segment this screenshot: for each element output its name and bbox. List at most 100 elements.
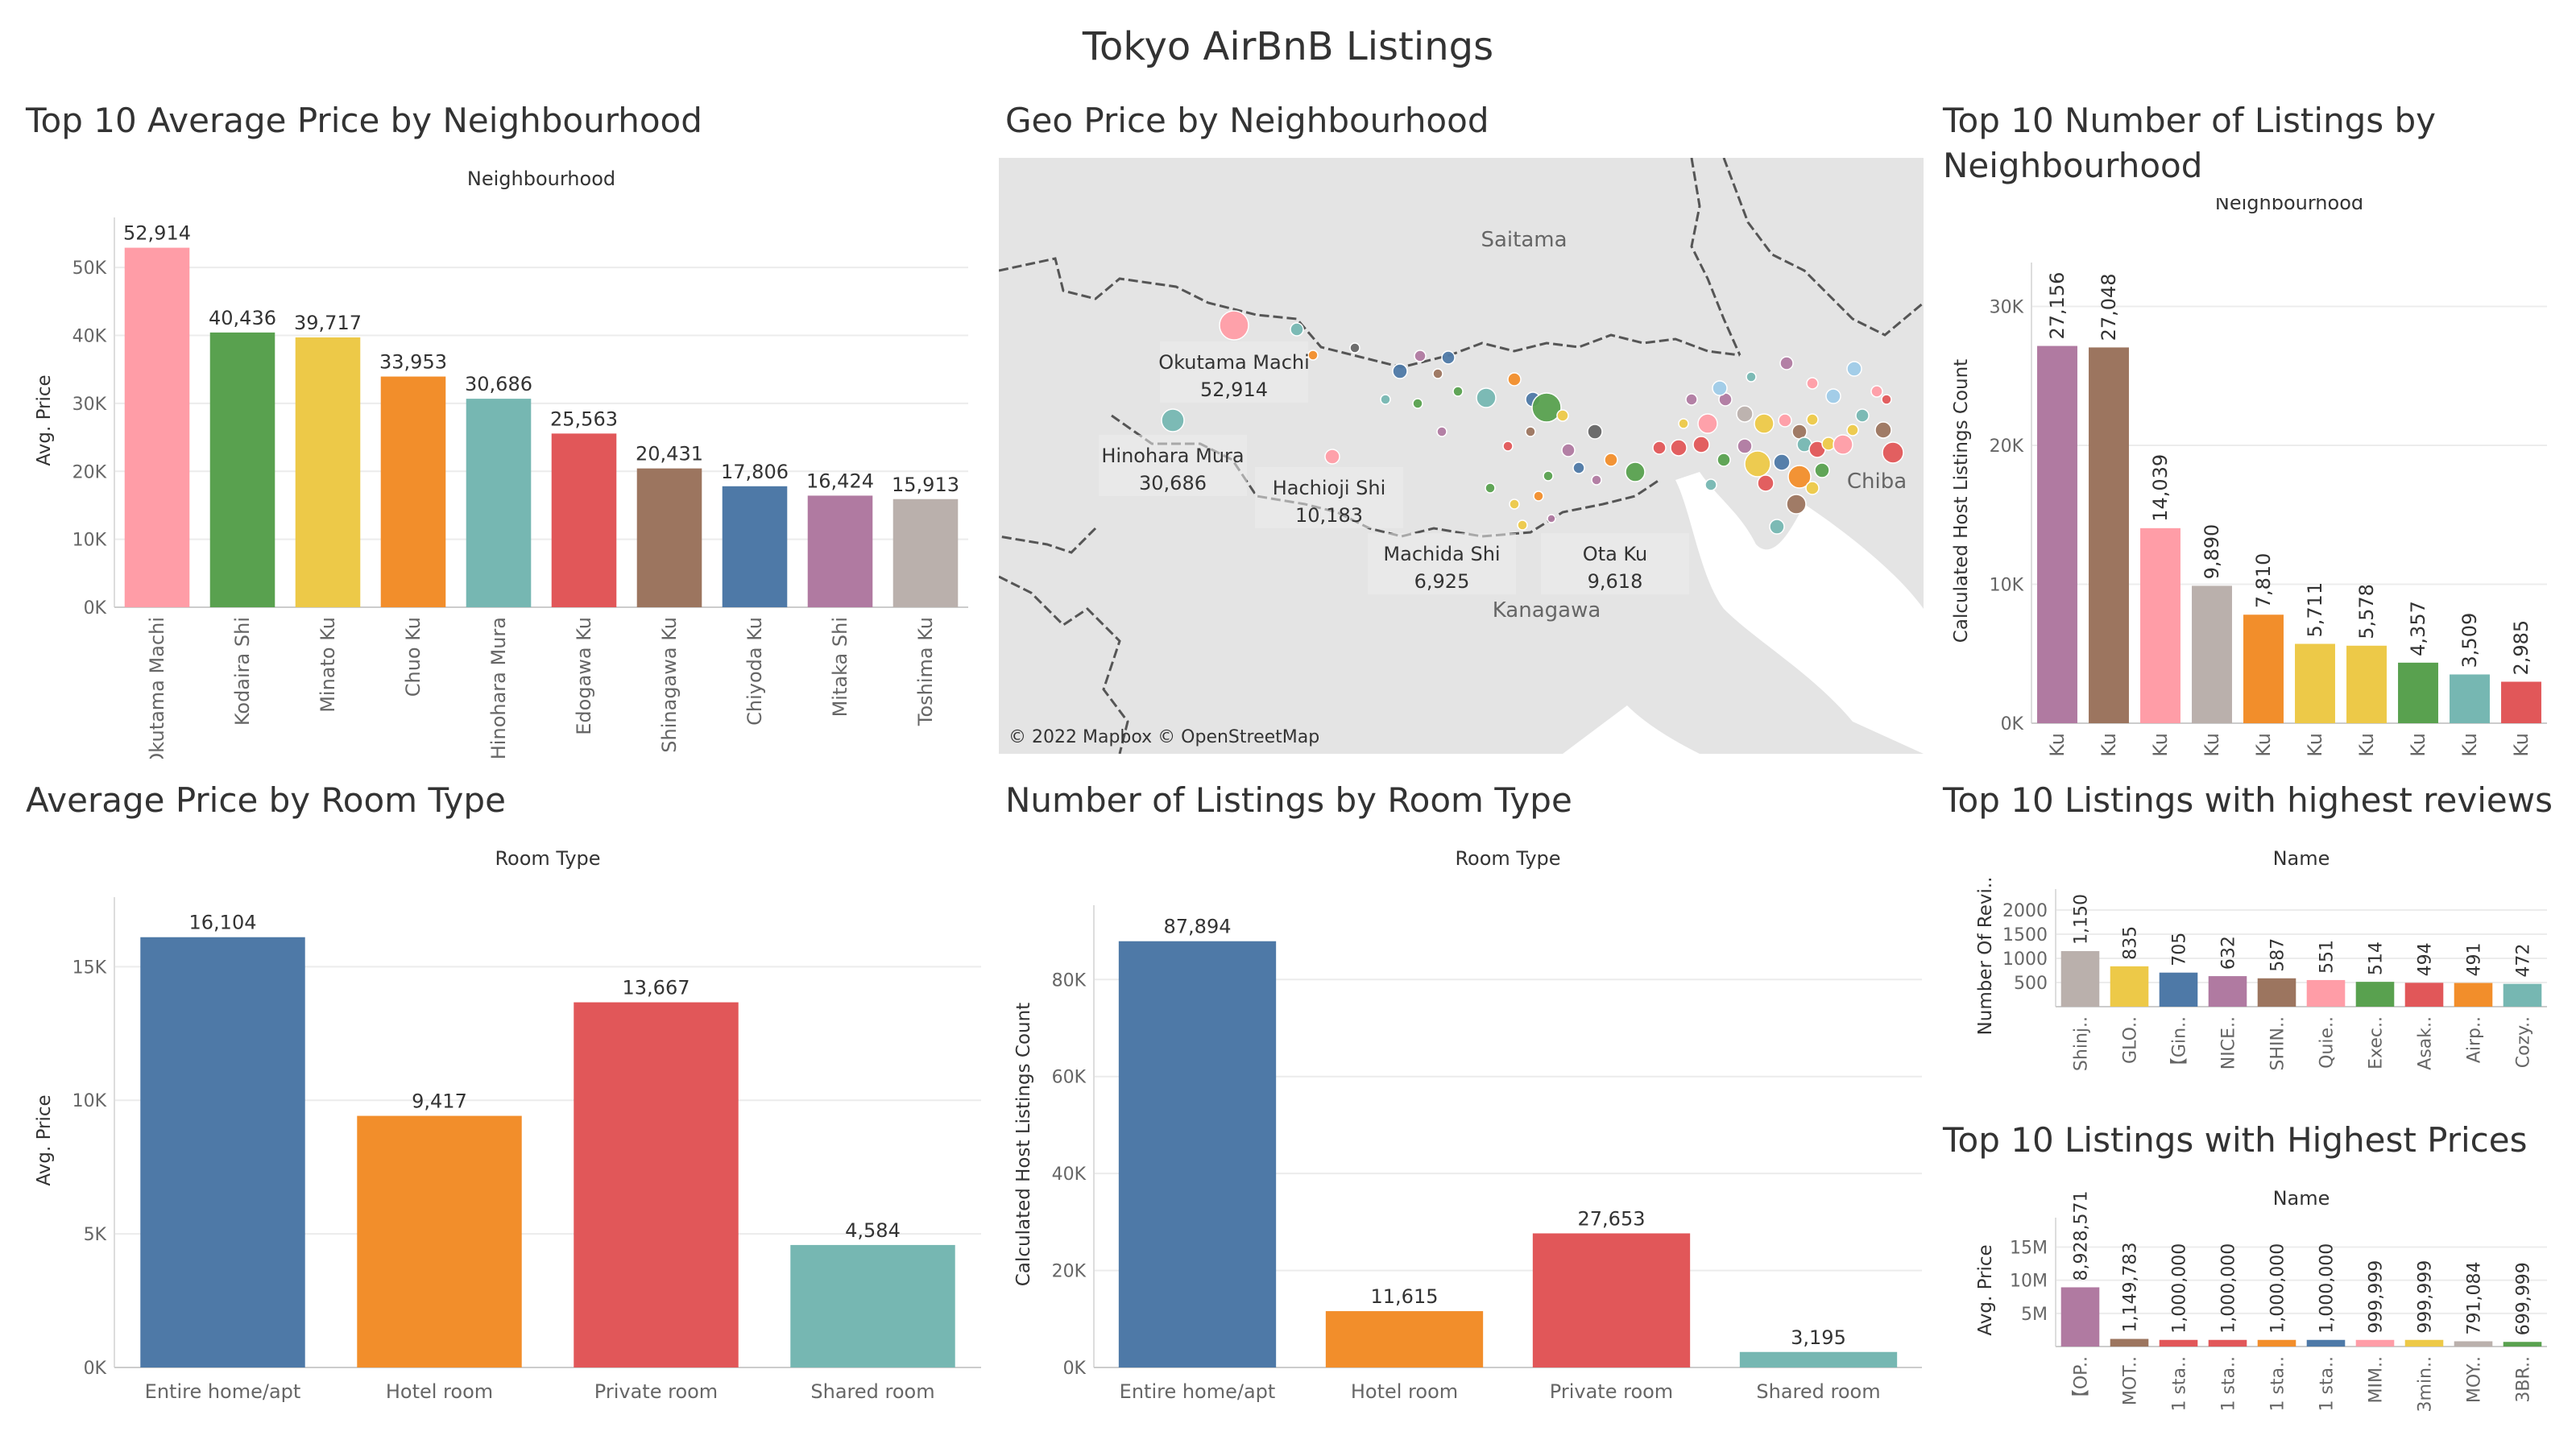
bar[interactable] — [2306, 1339, 2346, 1347]
map-point[interactable] — [1786, 494, 1807, 515]
map-point[interactable] — [1476, 387, 1497, 408]
map-point[interactable] — [1757, 474, 1775, 492]
bar[interactable] — [636, 468, 702, 607]
chart-listings-room[interactable]: Room Type Calculated Host Listings Count 0… — [1005, 833, 1930, 1413]
map-point[interactable] — [1717, 453, 1731, 467]
map-point[interactable] — [1746, 371, 1757, 383]
bar[interactable] — [2404, 983, 2444, 1007]
map-point[interactable] — [1517, 519, 1528, 531]
chart-avg-price-room[interactable]: Room Type Avg. Price 0K 5K 10K 15K 16,104 Entir… — [26, 833, 989, 1413]
bar[interactable] — [722, 486, 788, 607]
map-point[interactable] — [1754, 413, 1775, 434]
map-point[interactable] — [1219, 310, 1249, 341]
bar[interactable] — [2060, 951, 2100, 1007]
map-point[interactable] — [1547, 514, 1556, 523]
bar[interactable] — [1739, 1351, 1898, 1367]
map-point[interactable] — [1737, 438, 1753, 454]
map-point[interactable] — [1736, 405, 1754, 423]
chart-listings-neighbourhood[interactable]: Neighbourhood Calculated Host Listings Co… — [1943, 198, 2555, 759]
bar[interactable] — [1325, 1311, 1484, 1367]
map-point[interactable] — [1846, 424, 1859, 436]
bar[interactable] — [2295, 643, 2335, 723]
map-point[interactable] — [1806, 413, 1819, 426]
bar[interactable] — [2060, 1287, 2100, 1347]
bar[interactable] — [2140, 527, 2180, 723]
map-canvas[interactable]: Saitama Chiba Kanagawa Okutama Machi 52,9… — [999, 158, 1924, 754]
bar[interactable] — [209, 332, 275, 607]
bar[interactable] — [2346, 645, 2387, 723]
map-point[interactable] — [1556, 409, 1569, 422]
geo-map[interactable]: Saitama Chiba Kanagawa Okutama Machi 52,9… — [999, 158, 1924, 754]
bar[interactable] — [807, 495, 873, 607]
map-point[interactable] — [1685, 393, 1698, 406]
map-point[interactable] — [1692, 436, 1710, 453]
bar[interactable] — [2110, 966, 2149, 1007]
map-point[interactable] — [1855, 408, 1870, 423]
bar[interactable] — [551, 433, 617, 607]
map-point[interactable] — [1779, 356, 1794, 370]
chart-top-prices[interactable]: Name Avg. Price 5M 10M 15M 8,928,571 【OP.. 1,14… — [1943, 1173, 2555, 1440]
bar[interactable] — [2501, 681, 2541, 723]
map-point[interactable] — [1697, 413, 1718, 434]
map-point[interactable] — [1485, 482, 1496, 494]
bar[interactable] — [2355, 1339, 2395, 1347]
map-point[interactable] — [1591, 474, 1602, 486]
bar[interactable] — [2257, 978, 2296, 1007]
map-point[interactable] — [1441, 350, 1456, 365]
map-point[interactable] — [1814, 462, 1830, 478]
map-point[interactable] — [1769, 519, 1785, 535]
map-point[interactable] — [1806, 377, 1819, 390]
map-point[interactable] — [1805, 481, 1820, 495]
map-point[interactable] — [1625, 461, 1646, 482]
bar[interactable] — [466, 399, 532, 607]
bar[interactable] — [790, 1244, 955, 1367]
map-point[interactable] — [1161, 408, 1185, 432]
bar[interactable] — [2454, 983, 2493, 1007]
map-point[interactable] — [1882, 441, 1904, 464]
map-point[interactable] — [1392, 363, 1408, 379]
map-point[interactable] — [1349, 342, 1360, 354]
map-point[interactable] — [1324, 449, 1340, 465]
map-point[interactable] — [1412, 398, 1423, 409]
bar[interactable] — [2257, 1339, 2296, 1347]
bar[interactable] — [2159, 1339, 2198, 1347]
map-point[interactable] — [1509, 499, 1520, 510]
bar[interactable] — [295, 337, 361, 607]
map-point[interactable] — [1290, 322, 1304, 337]
map-point[interactable] — [1678, 418, 1689, 429]
map-point[interactable] — [1531, 392, 1562, 423]
map-point[interactable] — [1502, 441, 1514, 452]
bar[interactable] — [574, 1002, 739, 1367]
map-point[interactable] — [1452, 386, 1464, 397]
map-point[interactable] — [1833, 434, 1853, 455]
map-point[interactable] — [1881, 394, 1892, 405]
bar[interactable] — [2404, 1339, 2444, 1347]
bar[interactable] — [2243, 614, 2284, 723]
bar[interactable] — [2089, 347, 2129, 723]
map-point[interactable] — [1778, 413, 1792, 428]
bar[interactable] — [2306, 979, 2346, 1007]
chart-top-reviews[interactable]: Name Number Of Revi.. 500 1000 1500 2000 1,150… — [1943, 833, 2555, 1100]
chart-avg-price-neighbourhood[interactable]: Neighbourhood Avg. Price 0K 10K 20K 30K 40K 50K… — [26, 153, 976, 759]
bar[interactable] — [380, 376, 446, 607]
map-point[interactable] — [1380, 394, 1391, 405]
map-point[interactable] — [1507, 372, 1522, 387]
map-point[interactable] — [1704, 478, 1717, 491]
map-point[interactable] — [1652, 441, 1667, 455]
map-point[interactable] — [1414, 350, 1427, 362]
map-point[interactable] — [1432, 368, 1443, 379]
map-point[interactable] — [1307, 350, 1319, 361]
bar[interactable] — [2454, 1341, 2493, 1347]
map-point[interactable] — [1787, 465, 1812, 489]
bar[interactable] — [2159, 972, 2198, 1007]
bar[interactable] — [2208, 1339, 2247, 1347]
map-point[interactable] — [1525, 426, 1536, 437]
map-point[interactable] — [1846, 361, 1862, 377]
map-point[interactable] — [1712, 380, 1728, 396]
bar[interactable] — [2110, 1338, 2149, 1347]
map-point[interactable] — [1604, 453, 1618, 467]
bar[interactable] — [2503, 1342, 2542, 1347]
bar[interactable] — [357, 1115, 522, 1367]
map-point[interactable] — [1543, 470, 1554, 482]
map-point[interactable] — [1533, 490, 1544, 502]
